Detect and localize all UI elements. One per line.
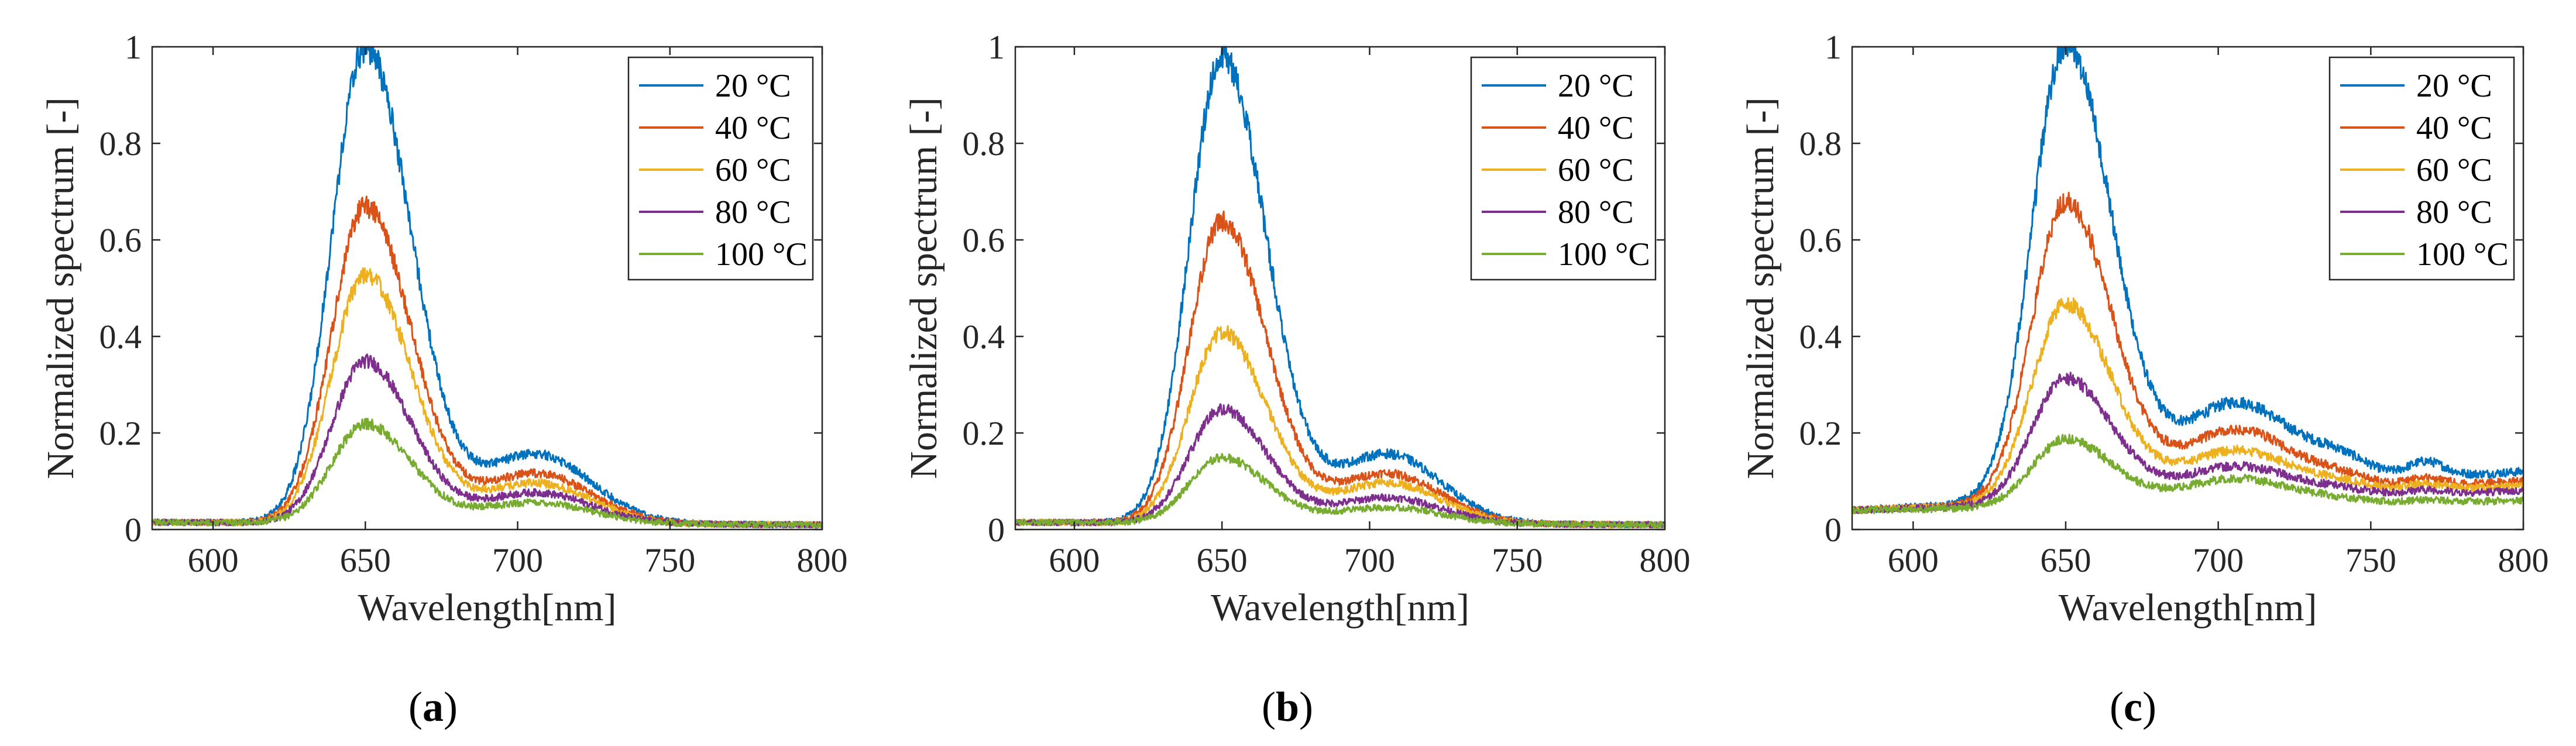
x-tick-label: 750 (1492, 541, 1543, 579)
legend-label: 80 °C (2416, 194, 2492, 231)
x-tick-label: 600 (1049, 541, 1100, 579)
y-axis-label: Normalized spectrum [-] (902, 97, 945, 479)
legend-label: 80 °C (1558, 194, 1634, 231)
legend-label: 100 °C (1558, 236, 1650, 273)
y-tick-label: 0.6 (99, 221, 142, 259)
y-tick-label: 0 (125, 511, 142, 549)
chart-panel-b: 600 650 700 750 800 0 0.2 0.4 0.6 0.8 1 Wavelength[… (902, 28, 1691, 730)
legend-label: 40 °C (2416, 110, 2492, 146)
legend-label: 60 °C (2416, 152, 2492, 188)
x-tick-label: 800 (2498, 541, 2549, 579)
y-tick-label: 0.2 (99, 414, 142, 452)
legend: 20 °C 40 °C 60 °C 80 °C 100 °C (2328, 56, 2515, 281)
y-tick-label: 0.6 (963, 221, 1005, 259)
y-tick-label: 0.8 (1799, 125, 1842, 163)
y-axis-label: Normalized spectrum [-] (1739, 97, 1782, 479)
series-line-60c-panel-b (1014, 325, 1666, 529)
x-tick-label: 800 (797, 541, 848, 579)
legend-label: 80 °C (715, 194, 791, 231)
legend-label: 40 °C (1558, 110, 1634, 146)
y-tick-label: 0.2 (1799, 414, 1842, 452)
legend-label: 60 °C (1558, 152, 1634, 188)
series-line-80c-panel-a (152, 353, 823, 529)
x-tick-label: 700 (1344, 541, 1395, 579)
x-axis-label: Wavelength[nm] (358, 586, 617, 629)
y-tick-label: 0.8 (963, 125, 1005, 163)
x-tick-label: 700 (492, 541, 543, 579)
panel-label: (c) (2110, 683, 2156, 730)
x-tick-label: 650 (2040, 541, 2091, 579)
series-line-80c-panel-c (1851, 372, 2525, 514)
legend-label: 40 °C (715, 110, 791, 146)
chart-panel-c: 600 650 700 750 800 0 0.2 0.4 0.6 0.8 1 Wavelength[… (1739, 28, 2549, 730)
legend-label: 100 °C (2416, 236, 2509, 273)
legend: 20 °C 40 °C 60 °C 80 °C 100 °C (1470, 56, 1657, 281)
x-tick-label: 800 (1640, 541, 1691, 579)
y-tick-label: 1 (1825, 28, 1842, 66)
x-tick-label: 650 (1197, 541, 1248, 579)
y-tick-label: 0.4 (99, 318, 142, 356)
series-line-20c-panel-c (1851, 46, 2525, 514)
legend-label: 60 °C (715, 152, 791, 188)
series-line-100c-panel-c (1851, 434, 2525, 514)
axes-frame (151, 46, 823, 531)
y-tick-label: 0 (1825, 511, 1842, 549)
series-line-60c-panel-a (151, 267, 823, 528)
x-axis-label: Wavelength[nm] (1211, 586, 1469, 629)
legend-label: 20 °C (715, 68, 791, 104)
chart-panel-a: 600 650 700 750 800 0 0.2 0.4 0.6 0.8 1 Wavelength[… (39, 28, 848, 730)
series-line-100c-panel-b (1014, 453, 1666, 529)
x-tick-label: 650 (340, 541, 391, 579)
x-tick-label: 700 (2193, 541, 2244, 579)
legend-label: 20 °C (1558, 68, 1634, 104)
panel-label: (a) (408, 683, 458, 730)
series-line-60c-panel-c (1851, 297, 2525, 515)
y-tick-label: 0.4 (1799, 318, 1842, 356)
legend-label: 100 °C (715, 236, 808, 273)
y-tick-label: 0.4 (963, 318, 1005, 356)
y-tick-label: 0.8 (99, 125, 142, 163)
axes-frame (1851, 46, 2525, 531)
legend: 20 °C 40 °C 60 °C 80 °C 100 °C (627, 56, 814, 281)
axes-frame (1014, 46, 1666, 531)
y-tick-label: 0 (988, 511, 1005, 549)
x-tick-label: 600 (188, 541, 239, 579)
y-tick-label: 0.6 (1799, 221, 1842, 259)
y-tick-label: 1 (125, 28, 142, 66)
y-axis-label: Normalized spectrum [-] (39, 97, 82, 479)
y-tick-label: 0.2 (963, 414, 1005, 452)
x-tick-label: 750 (644, 541, 695, 579)
y-tick-label: 1 (988, 28, 1005, 66)
legend-label: 20 °C (2416, 68, 2492, 104)
x-tick-label: 750 (2345, 541, 2396, 579)
series-line-100c-panel-a (151, 418, 823, 529)
x-axis-label: Wavelength[nm] (2059, 586, 2317, 629)
x-tick-label: 600 (1888, 541, 1939, 579)
panel-label: (b) (1262, 683, 1313, 730)
